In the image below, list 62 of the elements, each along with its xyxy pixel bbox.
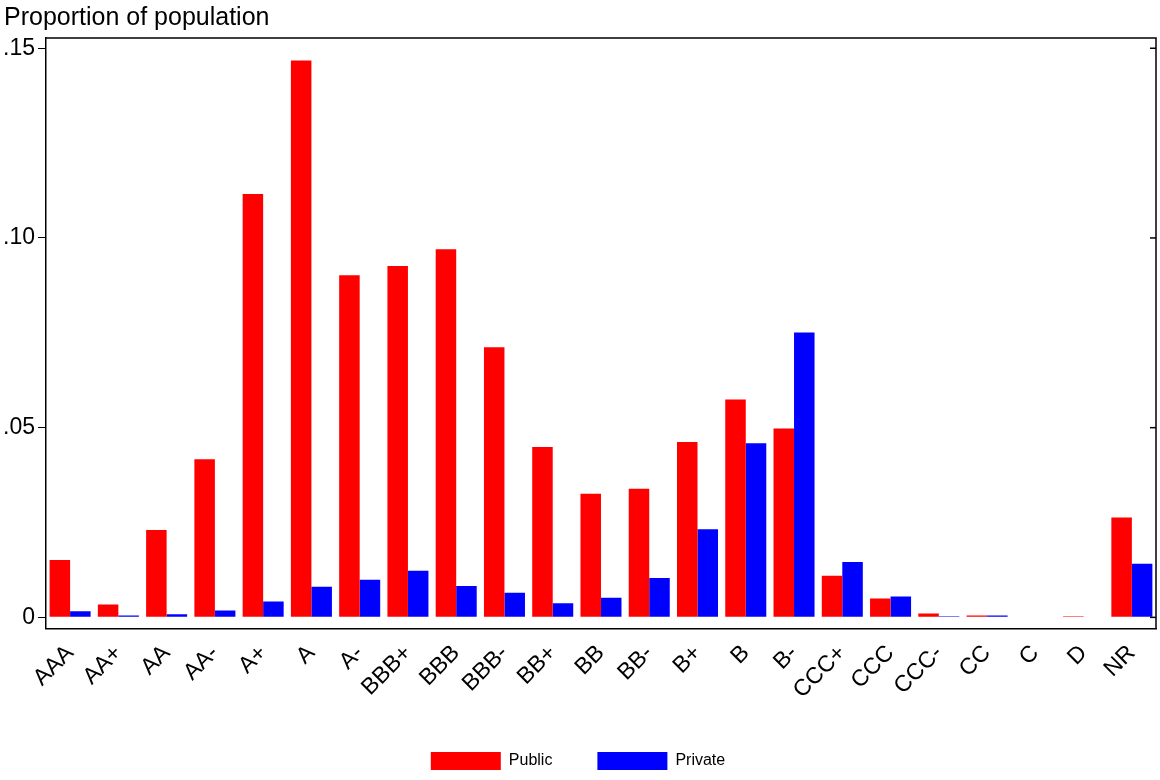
y-tick-label: .15 (2, 33, 35, 60)
bar (339, 275, 360, 617)
x-tick-label: BB+ (511, 639, 561, 689)
bar (387, 266, 408, 617)
bar (600, 597, 622, 617)
bar (435, 249, 457, 617)
bar (456, 585, 477, 617)
y-tick-label: .10 (2, 223, 35, 250)
bar (97, 604, 119, 617)
bar (311, 586, 332, 617)
x-tick-label: AA+ (76, 639, 127, 689)
x-tick-label: AA (134, 638, 176, 680)
bar (407, 570, 429, 617)
bar (552, 603, 574, 617)
bar (773, 428, 795, 617)
bar (725, 399, 746, 617)
bar (146, 530, 167, 617)
bar (1111, 517, 1132, 617)
bar (628, 488, 650, 617)
x-tick-label: AA- (177, 639, 223, 685)
x-tick-label: B+ (666, 639, 706, 678)
y-tick-label: 0 (22, 602, 35, 629)
bar (532, 447, 553, 617)
bar (70, 611, 91, 617)
x-tick-label: NR (1098, 639, 1140, 682)
y-axis-title: Proportion of population (4, 2, 270, 31)
bar (890, 596, 912, 617)
x-tick-label: B (724, 639, 754, 669)
bar (166, 614, 188, 617)
legend-label: Private (675, 751, 726, 769)
x-tick-label: BB- (611, 639, 658, 685)
bar (821, 575, 843, 617)
x-tick-label: D (1061, 639, 1092, 670)
bar (870, 598, 891, 617)
bar (263, 601, 284, 617)
bar (842, 561, 863, 617)
bar (49, 560, 71, 617)
legend-label: Public (508, 751, 553, 769)
x-tick-label: CC (953, 639, 996, 682)
x-tick-label: A (290, 638, 320, 669)
x-tick-label: B- (767, 639, 803, 674)
bar (504, 592, 525, 617)
bar (214, 610, 236, 617)
x-tick-label: AAA (27, 638, 79, 691)
x-tick-label: A- (333, 639, 368, 674)
bar (697, 529, 719, 617)
bar (483, 347, 505, 617)
x-tick-label: A+ (232, 639, 272, 678)
x-tick-label: C (1013, 639, 1044, 670)
x-tick-label: BB (568, 639, 610, 680)
bar (580, 493, 601, 617)
bar (677, 442, 698, 617)
bar (242, 193, 264, 617)
bar (794, 332, 815, 617)
y-tick-label: .05 (2, 413, 35, 439)
bar (1131, 563, 1153, 617)
bar (194, 459, 215, 617)
bar (745, 443, 767, 617)
bar (918, 613, 939, 617)
bar (359, 579, 381, 617)
bar (649, 577, 670, 617)
bar (290, 60, 312, 617)
